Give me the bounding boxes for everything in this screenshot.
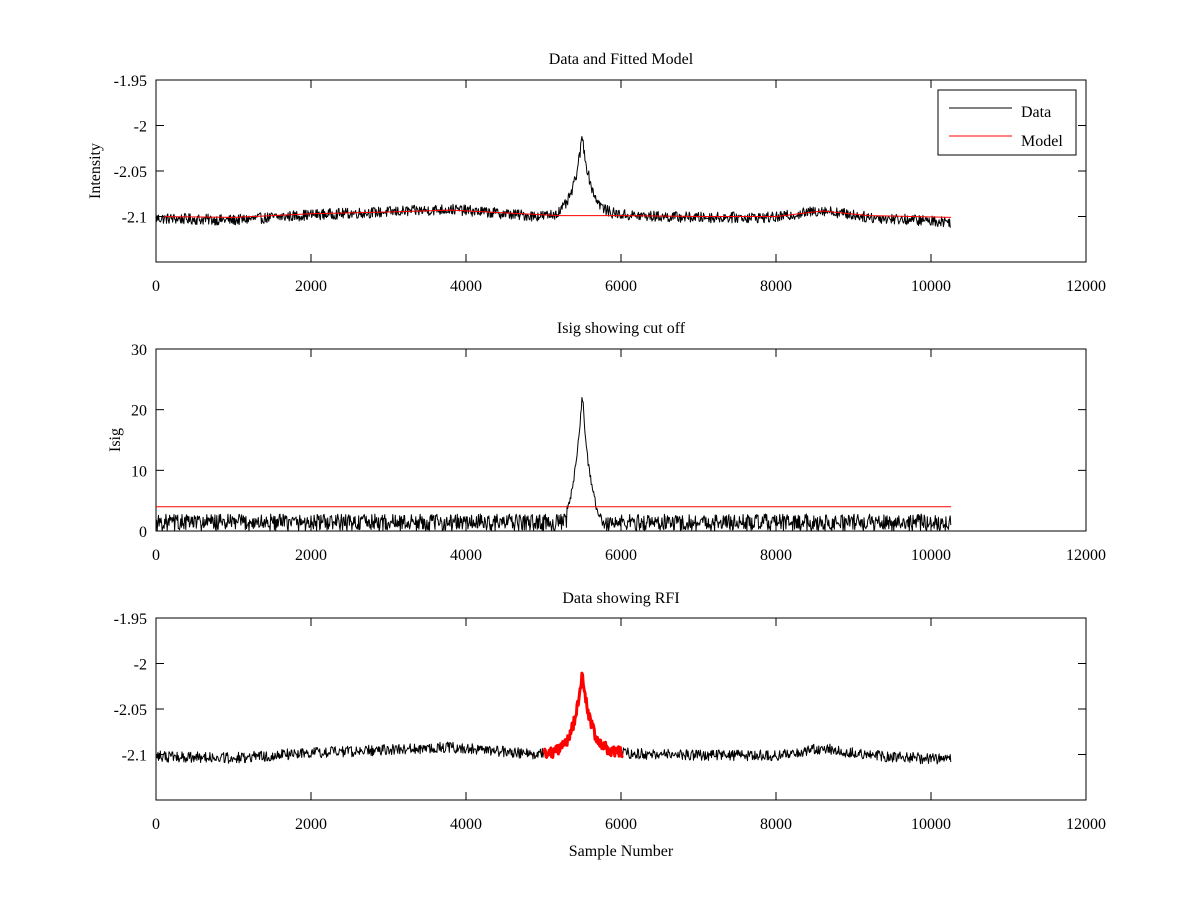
x-tick: 6000: [605, 618, 637, 833]
x-tick-label: 0: [152, 816, 160, 833]
x-tick-label: 6000: [605, 547, 637, 564]
x-tick: 4000: [450, 618, 482, 833]
x-tick-label: 2000: [295, 278, 327, 295]
axes-frame: [155, 617, 1087, 801]
y-tick-label: -2.05: [114, 164, 147, 181]
series-layer: [156, 136, 952, 228]
legend: Data Model: [937, 89, 1077, 156]
y-tick: 0: [139, 524, 1086, 541]
x-tick: 12000: [1066, 618, 1106, 833]
panel-data-showing-rfi: 0 2000 4000 6000 8000 10000 12000 -1.95 -2 -2.05 -…: [114, 590, 1106, 860]
x-tick: 2000: [295, 349, 327, 564]
x-tick-label: 4000: [450, 278, 482, 295]
legend-box: [937, 89, 1077, 156]
chart-title: Data and Fitted Model: [549, 51, 694, 68]
x-tick-label: 12000: [1066, 816, 1106, 833]
y-tick-label: -2.05: [114, 702, 147, 719]
x-tick: 10000: [911, 618, 951, 833]
x-tick-label: 12000: [1066, 547, 1106, 564]
x-tick: 8000: [760, 349, 792, 564]
x-tick-label: 2000: [295, 547, 327, 564]
y-tick: -2.05: [114, 702, 1086, 719]
x-tick-label: 8000: [760, 278, 792, 295]
x-tick-label: 8000: [760, 816, 792, 833]
axis-ticks: 0 2000 4000 6000 8000 10000 12000 -1.95 -2 -2.05 -…: [114, 73, 1106, 295]
x-tick: 6000: [605, 80, 637, 295]
y-tick: -1.95: [114, 73, 1086, 90]
series-layer: [156, 397, 952, 531]
y-tick-label: 30: [131, 342, 147, 359]
chart-title: Data showing RFI: [562, 590, 679, 607]
x-tick: 2000: [295, 618, 327, 833]
legend-label-data: Data: [1021, 104, 1051, 121]
y-axis-label: Isig: [107, 428, 124, 452]
x-tick: 6000: [605, 349, 637, 564]
x-tick: 0: [152, 349, 160, 564]
axes-frame: [155, 79, 1087, 263]
x-tick: 4000: [450, 349, 482, 564]
y-tick: 10: [131, 463, 1086, 480]
axis-ticks: 0 2000 4000 6000 8000 10000 12000 -1.95 -2 -2.05 -…: [114, 611, 1106, 833]
y-tick: -2: [134, 657, 1086, 674]
x-tick-label: 10000: [911, 278, 951, 295]
x-tick-label: 4000: [450, 547, 482, 564]
x-axis-label: Sample Number: [569, 843, 674, 860]
y-axis-label: Intensity: [87, 143, 104, 199]
x-tick-label: 0: [152, 547, 160, 564]
x-tick-label: 4000: [450, 816, 482, 833]
y-tick-label: 10: [131, 463, 147, 480]
x-tick: 10000: [911, 80, 951, 295]
y-tick-label: 0: [139, 524, 147, 541]
x-tick: 8000: [760, 618, 792, 833]
y-tick-label: -2: [134, 657, 147, 674]
y-tick-label: -2.1: [122, 210, 147, 227]
y-tick: -2.05: [114, 164, 1086, 181]
series-rfi: [542, 671, 624, 759]
x-tick: 0: [152, 80, 160, 295]
y-tick: -1.95: [114, 611, 1086, 628]
x-tick-label: 8000: [760, 547, 792, 564]
series-model: [156, 209, 952, 218]
x-tick: 8000: [760, 80, 792, 295]
x-tick: 4000: [450, 80, 482, 295]
y-tick-label: -1.95: [114, 611, 147, 628]
panel-isig-showing-cut-off: 0 2000 4000 6000 8000 10000 12000 0 10 20 30 Isig …: [107, 320, 1106, 564]
y-tick-label: 20: [131, 403, 147, 420]
x-tick: 12000: [1066, 80, 1106, 295]
x-tick: 12000: [1066, 349, 1106, 564]
x-tick: 10000: [911, 349, 951, 564]
y-tick: -2: [134, 119, 1086, 136]
axes-frame: [155, 348, 1087, 532]
y-tick: 30: [131, 342, 1086, 359]
chart-title: Isig showing cut off: [557, 320, 686, 337]
y-tick-label: -1.95: [114, 73, 147, 90]
y-tick-label: -2: [134, 119, 147, 136]
legend-label-model: Model: [1021, 133, 1063, 150]
x-tick: 0: [152, 618, 160, 833]
x-tick-label: 10000: [911, 816, 951, 833]
x-tick-label: 10000: [911, 547, 951, 564]
axis-ticks: 0 2000 4000 6000 8000 10000 12000 0 10 20 30: [131, 342, 1106, 564]
x-tick-label: 0: [152, 278, 160, 295]
series-isig: [156, 397, 952, 531]
x-tick-label: 2000: [295, 816, 327, 833]
series-layer: [156, 671, 952, 765]
x-tick-label: 6000: [605, 278, 637, 295]
x-tick-label: 12000: [1066, 278, 1106, 295]
y-tick-label: -2.1: [122, 748, 147, 765]
panel-data-and-fitted-model: 0 2000 4000 6000 8000 10000 12000 -1.95 -2 -2.05 -…: [87, 51, 1106, 295]
y-tick: 20: [131, 403, 1086, 420]
x-tick: 2000: [295, 80, 327, 295]
y-tick: -2.1: [122, 748, 1086, 765]
y-tick: -2.1: [122, 210, 1086, 227]
x-tick-label: 6000: [605, 816, 637, 833]
